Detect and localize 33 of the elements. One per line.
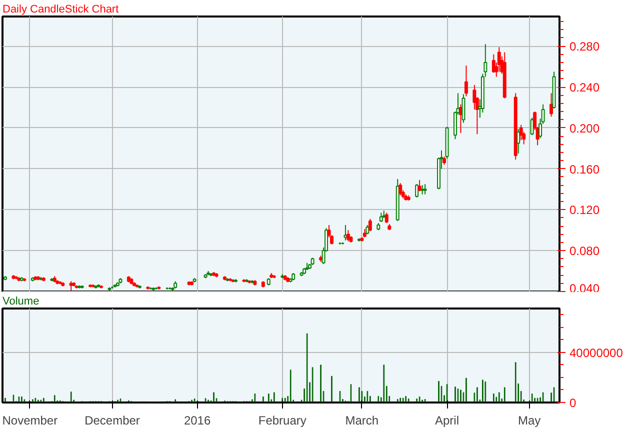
y-tick-label: 0 bbox=[570, 396, 576, 410]
x-tick-label: February bbox=[258, 414, 306, 428]
candlestick bbox=[366, 224, 370, 235]
chart-title: Volume bbox=[2, 296, 40, 308]
x-tick-label: May bbox=[518, 414, 541, 428]
candlestick bbox=[379, 212, 383, 222]
x-tick-label: November bbox=[2, 414, 58, 428]
candlestick bbox=[462, 94, 466, 124]
candlestick bbox=[368, 218, 372, 232]
y-tick-label: 0.120 bbox=[570, 203, 600, 218]
candlestick bbox=[415, 184, 419, 198]
candlestick bbox=[464, 65, 468, 97]
x-tick-label: April bbox=[435, 414, 460, 428]
x-tick-label: 2016 bbox=[184, 414, 211, 428]
candlestick bbox=[550, 92, 554, 118]
candlestick bbox=[420, 184, 424, 195]
candlestick bbox=[384, 212, 388, 224]
y-tick-label: 0.080 bbox=[570, 244, 600, 258]
candlestick bbox=[398, 182, 402, 196]
x-tick-label: March bbox=[345, 414, 379, 428]
candlestick bbox=[346, 230, 350, 242]
candlestick bbox=[516, 128, 520, 154]
candlestick bbox=[418, 180, 422, 192]
candlestick bbox=[423, 184, 427, 195]
y-tick-label: 0.240 bbox=[570, 80, 600, 95]
y-tick-label: 0.280 bbox=[570, 40, 600, 54]
y-tick-label: 0.160 bbox=[570, 162, 600, 176]
y-tick-label: 0.200 bbox=[570, 121, 600, 136]
candlestick bbox=[519, 124, 523, 141]
candlestick bbox=[344, 224, 348, 241]
chart-title: Daily CandleStick Chart bbox=[2, 4, 119, 16]
y-tick-label: 40000000 bbox=[570, 346, 624, 360]
x-tick-label: December bbox=[84, 414, 140, 428]
